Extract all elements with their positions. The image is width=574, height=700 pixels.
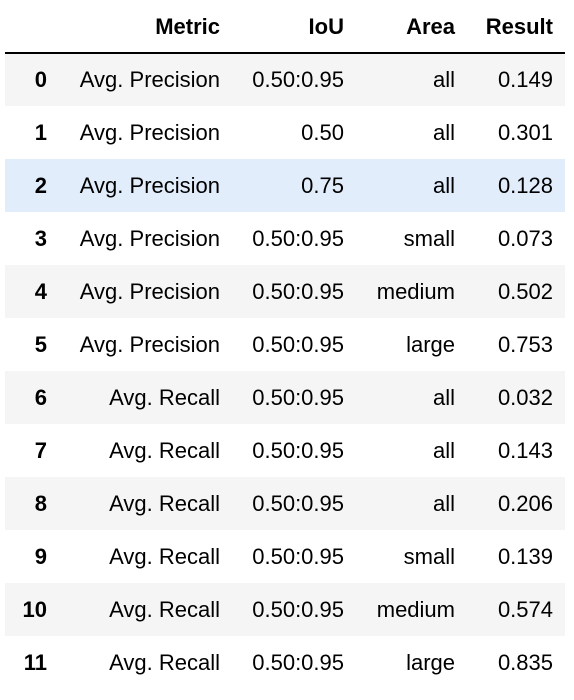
iou-cell: 0.50: [301, 119, 344, 145]
metric-cell: Avg. Recall: [109, 649, 220, 675]
iou-cell: 0.75: [301, 172, 344, 198]
area-cell: all: [432, 119, 455, 145]
result-cell: 0.502: [497, 278, 553, 304]
area-cell: all: [432, 437, 455, 463]
area-header: Area: [356, 1, 467, 54]
row-index: 10: [22, 596, 47, 622]
row-index: 11: [23, 649, 47, 675]
table-row: 3 Avg. Precision 0.50:0.95 small 0.073: [5, 212, 565, 265]
metric-cell: Avg. Recall: [109, 384, 220, 410]
table-row: 7 Avg. Recall 0.50:0.95 all 0.143: [5, 424, 565, 477]
result-cell: 0.206: [497, 490, 553, 516]
area-cell: all: [432, 172, 455, 198]
area-cell: all: [432, 384, 455, 410]
iou-cell: 0.50:0.95: [252, 596, 344, 622]
metric-cell: Avg. Recall: [109, 437, 220, 463]
result-cell: 0.149: [497, 67, 553, 92]
table-row: 10 Avg. Recall 0.50:0.95 medium 0.574: [5, 583, 565, 636]
row-index: 9: [34, 543, 47, 569]
table-row: 4 Avg. Precision 0.50:0.95 medium 0.502: [5, 265, 565, 318]
area-cell: all: [432, 490, 455, 516]
iou-cell: 0.50:0.95: [252, 649, 344, 675]
index-header: [5, 1, 63, 54]
metric-cell: Avg. Recall: [109, 596, 220, 622]
metric-cell: Avg. Precision: [79, 67, 220, 92]
table-row: 2 Avg. Precision 0.75 all 0.128: [5, 159, 565, 212]
metric-cell: Avg. Precision: [79, 225, 220, 251]
table-row: 6 Avg. Recall 0.50:0.95 all 0.032: [5, 371, 565, 424]
table-row: 1 Avg. Precision 0.50 all 0.301: [5, 106, 565, 159]
iou-cell: 0.50:0.95: [252, 543, 344, 569]
result-cell: 0.301: [497, 119, 553, 145]
iou-cell: 0.50:0.95: [252, 384, 344, 410]
dataframe-output: Metric IoU Area Result 0 Avg. Precision 0.…: [5, 1, 565, 689]
header-row: Metric IoU Area Result: [5, 1, 565, 54]
area-cell: small: [403, 543, 455, 569]
area-cell: medium: [376, 596, 455, 622]
row-index: 8: [34, 490, 47, 516]
row-index: 5: [34, 331, 47, 357]
metric-cell: Avg. Recall: [109, 490, 220, 516]
table-row: 5 Avg. Precision 0.50:0.95 large 0.753: [5, 318, 565, 371]
area-cell: medium: [376, 278, 455, 304]
iou-cell: 0.50:0.95: [252, 67, 344, 92]
result-cell: 0.753: [497, 331, 553, 357]
row-index: 6: [34, 384, 47, 410]
area-cell: large: [406, 649, 455, 675]
table-row: 9 Avg. Recall 0.50:0.95 small 0.139: [5, 530, 565, 583]
table-row: 0 Avg. Precision 0.50:0.95 all 0.149: [5, 53, 565, 106]
metric-cell: Avg. Precision: [79, 119, 220, 145]
area-cell: small: [403, 225, 455, 251]
table-row: 11 Avg. Recall 0.50:0.95 large 0.835: [5, 636, 565, 689]
row-index: 0: [34, 67, 47, 92]
results-table: Metric IoU Area Result 0 Avg. Precision 0.…: [5, 1, 565, 689]
iou-cell: 0.50:0.95: [252, 225, 344, 251]
metric-cell: Avg. Recall: [109, 543, 220, 569]
result-cell: 0.835: [497, 649, 553, 675]
result-cell: 0.139: [497, 543, 553, 569]
table-body: 0 Avg. Precision 0.50:0.95 all 0.149 1 Avg. Pr…: [5, 53, 565, 689]
result-header: Result: [467, 1, 565, 54]
row-index: 3: [34, 225, 47, 251]
result-cell: 0.128: [497, 172, 553, 198]
result-cell: 0.073: [497, 225, 553, 251]
metric-cell: Avg. Precision: [79, 172, 220, 198]
metric-header: Metric: [63, 1, 232, 54]
result-cell: 0.143: [497, 437, 553, 463]
area-cell: all: [432, 67, 455, 92]
iou-cell: 0.50:0.95: [252, 437, 344, 463]
row-index: 1: [34, 119, 47, 145]
row-index: 2: [34, 172, 47, 198]
iou-cell: 0.50:0.95: [252, 278, 344, 304]
result-cell: 0.574: [497, 596, 553, 622]
area-cell: large: [406, 331, 455, 357]
iou-cell: 0.50:0.95: [252, 331, 344, 357]
row-index: 4: [34, 278, 47, 304]
row-index: 7: [34, 437, 47, 463]
result-cell: 0.032: [497, 384, 553, 410]
metric-cell: Avg. Precision: [79, 331, 220, 357]
table-row: 8 Avg. Recall 0.50:0.95 all 0.206: [5, 477, 565, 530]
iou-cell: 0.50:0.95: [252, 490, 344, 516]
metric-cell: Avg. Precision: [79, 278, 220, 304]
iou-header: IoU: [232, 1, 356, 54]
